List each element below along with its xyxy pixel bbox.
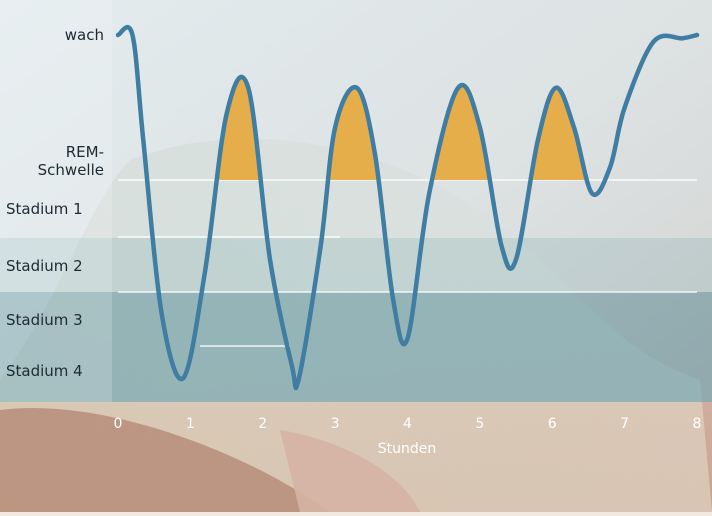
x-tick-5: 5 [475, 416, 485, 432]
band-stage2 [0, 238, 712, 292]
y-label-s2: Stadium 2 [6, 257, 83, 275]
label-column [0, 0, 112, 402]
x-tick-8: 8 [692, 416, 702, 432]
y-label-s1: Stadium 1 [6, 200, 83, 218]
band-deep [0, 292, 712, 402]
stage-bands [0, 0, 712, 402]
rem-fill [204, 77, 596, 180]
x-tick-1: 1 [185, 416, 195, 432]
y-label-rem: REM- Schwelle [37, 143, 104, 179]
y-label-s3: Stadium 3 [6, 311, 83, 329]
sleep-curve [115, 25, 700, 391]
y-label-wach: wach [64, 26, 104, 44]
x-tick-4: 4 [403, 416, 412, 432]
rem-fill-areas [204, 77, 596, 180]
photo-arm [0, 408, 330, 512]
x-tick-3: 3 [330, 416, 340, 432]
x-tick-0: 0 [113, 416, 123, 432]
x-axis-label: Stunden [377, 441, 437, 457]
x-tick-7: 7 [620, 416, 630, 432]
photo-face [280, 430, 420, 512]
x-tick-6: 6 [547, 416, 557, 432]
y-label-s4: Stadium 4 [6, 362, 83, 380]
x-tick-2: 2 [258, 416, 268, 432]
